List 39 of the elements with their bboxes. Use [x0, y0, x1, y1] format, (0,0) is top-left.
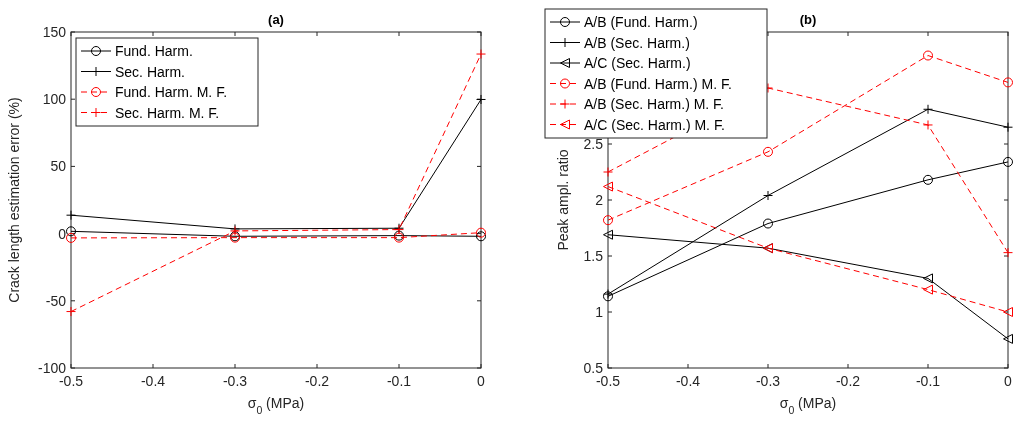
y-tick-label: -100	[37, 360, 67, 376]
legend-label: A/B (Fund. Harm.)	[584, 14, 698, 30]
y-tick-label: 2.5	[583, 136, 604, 152]
legend-label: A/C (Sec. Harm.)	[584, 55, 691, 71]
x-tick-label: -0.4	[675, 373, 701, 389]
y-tick-label: 1	[595, 304, 604, 320]
chart-title: (a)	[268, 12, 284, 27]
legend-label: Sec. Harm. M. F.	[115, 104, 220, 121]
x-tick-label: 0	[477, 373, 486, 389]
x-tick-label: -0.5	[595, 373, 621, 389]
legend-label: A/B (Sec. Harm.)	[584, 34, 690, 51]
x-tick-label: -0.4	[140, 373, 166, 389]
legend-label: A/B (Fund. Harm.) M. F.	[584, 75, 732, 92]
x-tick-label: 0	[1004, 373, 1013, 389]
y-axis-title: Crack length estimation error (%)	[6, 97, 22, 303]
y-tick-label: 0	[58, 225, 67, 242]
y-tick-label: 1.5	[583, 248, 604, 264]
x-tick-label: -0.2	[304, 373, 330, 389]
x-axis-title: σ$_{0}$ (MPa)	[779, 395, 837, 416]
y-axis-title: Peak ampl. ratio	[555, 149, 571, 251]
legend-label: A/C (Sec. Harm.) M. F.	[584, 116, 725, 133]
legend-label: Sec. Harm.	[115, 63, 186, 80]
y-tick-label: 2	[595, 192, 604, 208]
x-axis-title: σ$_{0}$ (MPa)	[247, 395, 305, 416]
y-tick-label: 100	[42, 91, 67, 108]
legend-label: Fund. Harm.	[115, 43, 193, 59]
legend-label: A/B (Sec. Harm.) M. F.	[584, 96, 725, 112]
y-tick-label: -50	[45, 292, 67, 309]
x-tick-label: -0.1	[386, 373, 412, 389]
y-tick-label: 0.5	[583, 360, 604, 376]
x-tick-label: -0.3	[222, 373, 248, 389]
x-tick-label: -0.3	[755, 373, 781, 389]
y-tick-label: 50	[50, 158, 67, 175]
y-tick-label: 150	[42, 24, 67, 40]
legend-label: Fund. Harm. M. F.	[115, 84, 228, 100]
chart-title: (b)	[799, 12, 817, 27]
x-tick-label: -0.5	[58, 373, 84, 389]
x-tick-label: -0.1	[915, 373, 941, 389]
x-tick-label: -0.2	[835, 373, 861, 389]
